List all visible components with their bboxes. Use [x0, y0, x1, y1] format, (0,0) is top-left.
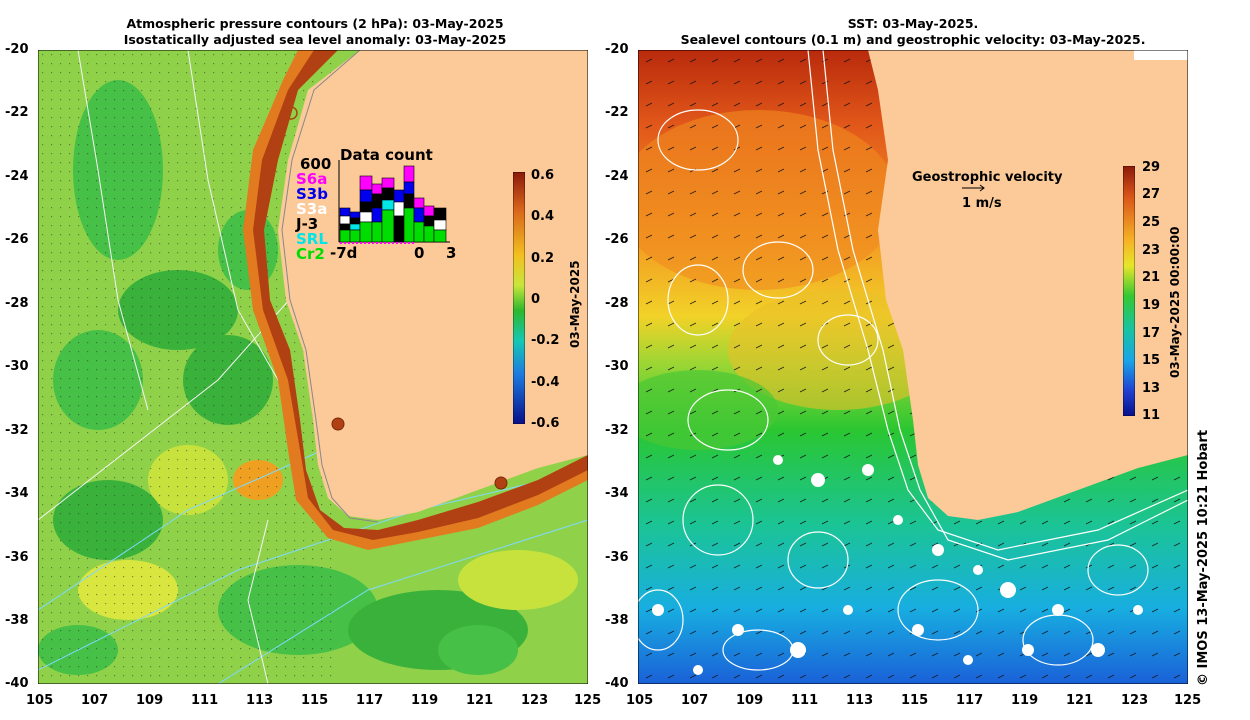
x-tick: 119 — [411, 693, 439, 708]
x-tick: 113 — [246, 693, 274, 708]
x-tick: 115 — [901, 693, 929, 708]
y-tick: -36 — [605, 550, 629, 565]
right-title-line2: Sealevel contours (0.1 m) and geostrophi… — [680, 32, 1146, 47]
sst-tick: 21 — [1142, 270, 1161, 285]
y-tick: -32 — [605, 423, 629, 438]
y-tick: -20 — [5, 42, 29, 57]
x-tick: 105 — [626, 693, 654, 708]
x-tick: 109 — [736, 693, 764, 708]
ssh-tick: 0.4 — [531, 209, 555, 224]
sst-tick: 19 — [1142, 298, 1161, 313]
coastal-anomaly-band — [243, 50, 588, 550]
sst-tick: 25 — [1142, 215, 1161, 230]
right-map — [638, 50, 1188, 684]
velocity-legend-title: Geostrophic velocity — [912, 170, 1063, 185]
tide-gauge-marker — [331, 417, 345, 431]
x-tick: 119 — [1011, 693, 1039, 708]
x-tick: 123 — [1121, 693, 1149, 708]
x-tick: 123 — [521, 693, 549, 708]
australia-landmass — [868, 50, 1188, 520]
y-tick: -28 — [5, 296, 29, 311]
right-title-line1: SST: 03-May-2025. — [847, 16, 979, 31]
y-tick: -24 — [5, 169, 29, 184]
cloud-mask — [652, 455, 1143, 675]
ssh-tick: 0.2 — [531, 251, 555, 266]
y-tick: -40 — [5, 676, 29, 691]
satellite-s3a-label: S3a — [296, 200, 328, 218]
y-tick: -32 — [5, 423, 29, 438]
sst-tick: 23 — [1142, 243, 1161, 258]
histogram-bars — [339, 165, 447, 243]
sst-colorbar — [1123, 166, 1135, 416]
y-tick: -34 — [605, 486, 629, 501]
x-tick: 117 — [956, 693, 984, 708]
y-tick: -26 — [5, 232, 29, 247]
y-tick: -38 — [5, 613, 29, 628]
ssh-tick: 0 — [531, 292, 541, 307]
y-tick: -26 — [605, 232, 629, 247]
sealevel-contours — [638, 50, 1188, 671]
x-tick: 109 — [136, 693, 164, 708]
y-tick: -24 — [605, 169, 629, 184]
ssh-tick: 0.6 — [531, 168, 555, 183]
y-tick: -22 — [5, 105, 29, 120]
sst-colorbar-label: 03-May-2025 00:00:00 — [1168, 226, 1182, 378]
imos-credit: © IMOS 13-May-2025 10:21 Hobart — [1196, 429, 1211, 686]
x-tick: 121 — [1066, 693, 1094, 708]
data-count-xlabel-start: -7d — [330, 244, 358, 262]
data-count-xlabel-zero: 0 — [414, 244, 425, 262]
y-tick: -40 — [605, 676, 629, 691]
y-tick: -36 — [5, 550, 29, 565]
x-tick: 125 — [1174, 693, 1202, 708]
sst-tick: 17 — [1142, 326, 1161, 341]
sst-tick: 15 — [1142, 353, 1161, 368]
satellite-j3-label: J-3 — [296, 215, 319, 233]
y-tick: -22 — [605, 105, 629, 120]
data-count-histogram — [338, 160, 450, 244]
tide-gauge-marker — [284, 106, 298, 120]
data-count-xlabel-end: 3 — [446, 244, 457, 262]
x-tick: 115 — [301, 693, 329, 708]
sst-tick: 13 — [1142, 381, 1161, 396]
x-tick: 107 — [81, 693, 109, 708]
ssh-tick: -0.6 — [531, 416, 560, 431]
data-count-max-label: 600 — [300, 155, 332, 173]
x-tick: 125 — [574, 693, 602, 708]
ssh-colorbar-label: 03-May-2025 — [568, 260, 582, 348]
ssh-colorbar — [513, 172, 525, 424]
data-count-title: Data count — [340, 146, 433, 164]
y-tick: -34 — [5, 486, 29, 501]
y-tick: -30 — [5, 359, 29, 374]
x-tick: 107 — [681, 693, 709, 708]
satellite-cr2-label: Cr2 — [296, 245, 325, 263]
x-tick: 111 — [791, 693, 819, 708]
tide-gauge-marker — [494, 476, 508, 490]
sst-tick: 29 — [1142, 160, 1161, 175]
sst-tick: 27 — [1142, 187, 1161, 202]
satellite-s6a-label: S6a — [296, 170, 328, 188]
ssh-tick: -0.4 — [531, 375, 560, 390]
left-title-line2: Isostatically adjusted sea level anomaly… — [123, 32, 507, 47]
y-tick: -20 — [605, 42, 629, 57]
satellite-legend: S6a S3b S3a J-3 SRL Cr2 — [296, 172, 328, 262]
sst-tick: 11 — [1142, 408, 1161, 423]
x-tick: 113 — [846, 693, 874, 708]
ssh-tick: -0.2 — [531, 333, 560, 348]
y-tick: -30 — [605, 359, 629, 374]
y-tick: -38 — [605, 613, 629, 628]
satellite-srl-label: SRL — [296, 230, 328, 248]
x-tick: 121 — [466, 693, 494, 708]
y-tick: -28 — [605, 296, 629, 311]
left-map — [38, 50, 588, 684]
left-title-line1: Atmospheric pressure contours (2 hPa): 0… — [126, 16, 504, 31]
velocity-legend-scale: 1 m/s — [962, 196, 1002, 211]
x-tick: 117 — [356, 693, 384, 708]
velocity-legend-arrow — [962, 184, 985, 192]
x-tick: 111 — [191, 693, 219, 708]
australia-landmass — [278, 50, 588, 520]
satellite-s3b-label: S3b — [296, 185, 328, 203]
x-tick: 105 — [26, 693, 54, 708]
